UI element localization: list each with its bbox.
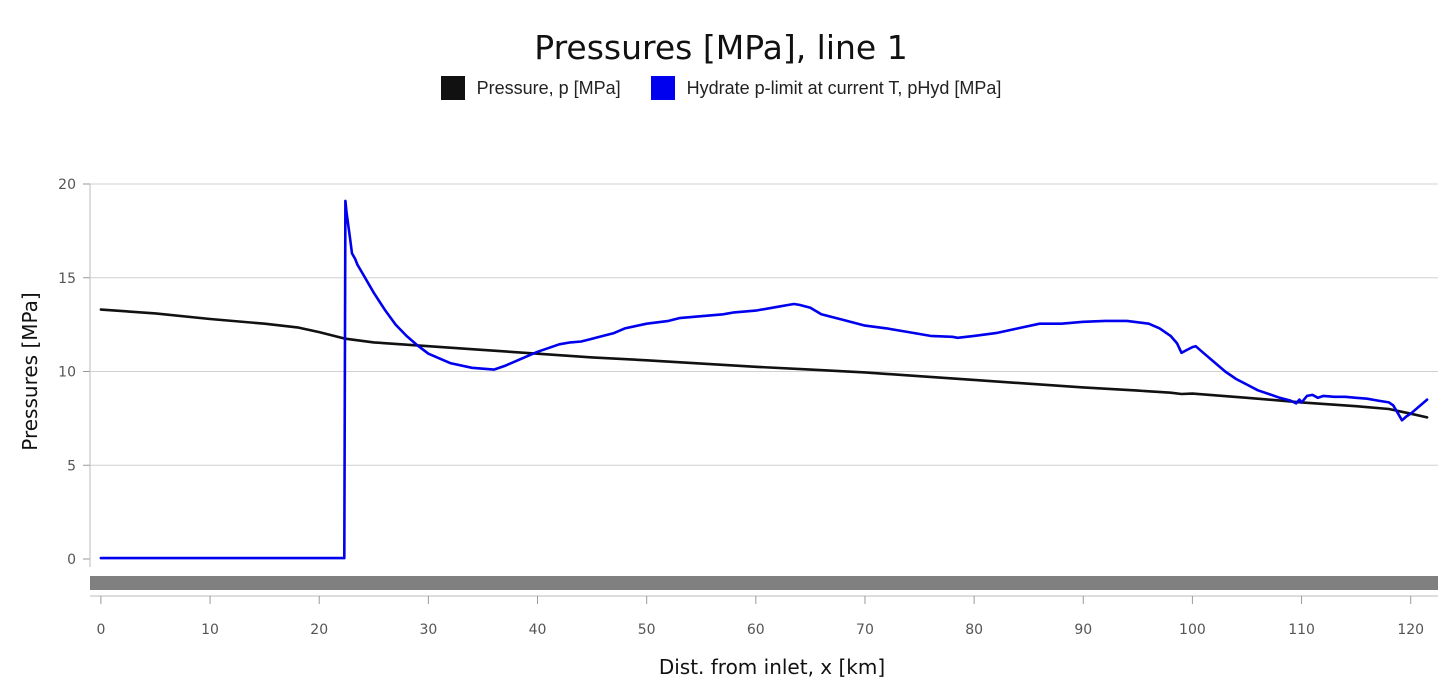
y-axis-title: Pressures [MPa] xyxy=(18,292,42,450)
x-tick-label: 100 xyxy=(1179,622,1206,638)
legend: Pressure, p [MPa] Hydrate p-limit at cur… xyxy=(0,76,1442,100)
x-tick-label: 80 xyxy=(965,622,983,638)
y-tick-label: 15 xyxy=(58,271,76,287)
x-tick-label: 10 xyxy=(201,622,219,638)
x-axis-title: Dist. from inlet, x [km] xyxy=(659,655,885,679)
y-tick-label: 10 xyxy=(58,365,76,381)
x-tick-label: 40 xyxy=(529,622,547,638)
x-tick-label: 90 xyxy=(1074,622,1092,638)
legend-label-pressure: Pressure, p [MPa] xyxy=(476,77,621,98)
legend-swatch-pressure xyxy=(440,76,465,100)
legend-item-hydrate[interactable]: Hydrate p-limit at current T, pHyd [MPa] xyxy=(650,76,1002,100)
series-line-pressure xyxy=(99,308,1429,419)
y-tick-label: 0 xyxy=(67,552,76,568)
y-tick-label: 20 xyxy=(58,177,76,193)
x-tick-label: 120 xyxy=(1397,622,1424,638)
x-tick-label: 70 xyxy=(856,622,874,638)
series-line-hydrate xyxy=(99,199,1429,560)
x-tick-label: 110 xyxy=(1288,622,1315,638)
x-tick-label: 50 xyxy=(638,622,656,638)
x-tick-label: 30 xyxy=(419,622,437,638)
x-tick-label: 20 xyxy=(310,622,328,638)
y-tick-label: 5 xyxy=(67,458,76,474)
x-tick-label: 60 xyxy=(747,622,765,638)
chart-title: Pressures [MPa], line 1 xyxy=(534,28,908,67)
x-tick-label: 0 xyxy=(96,622,105,638)
legend-item-pressure[interactable]: Pressure, p [MPa] xyxy=(440,76,621,100)
x-axis-scrollbar[interactable] xyxy=(90,576,1438,590)
legend-label-hydrate: Hydrate p-limit at current T, pHyd [MPa] xyxy=(686,77,1002,98)
legend-swatch-hydrate xyxy=(650,76,675,100)
